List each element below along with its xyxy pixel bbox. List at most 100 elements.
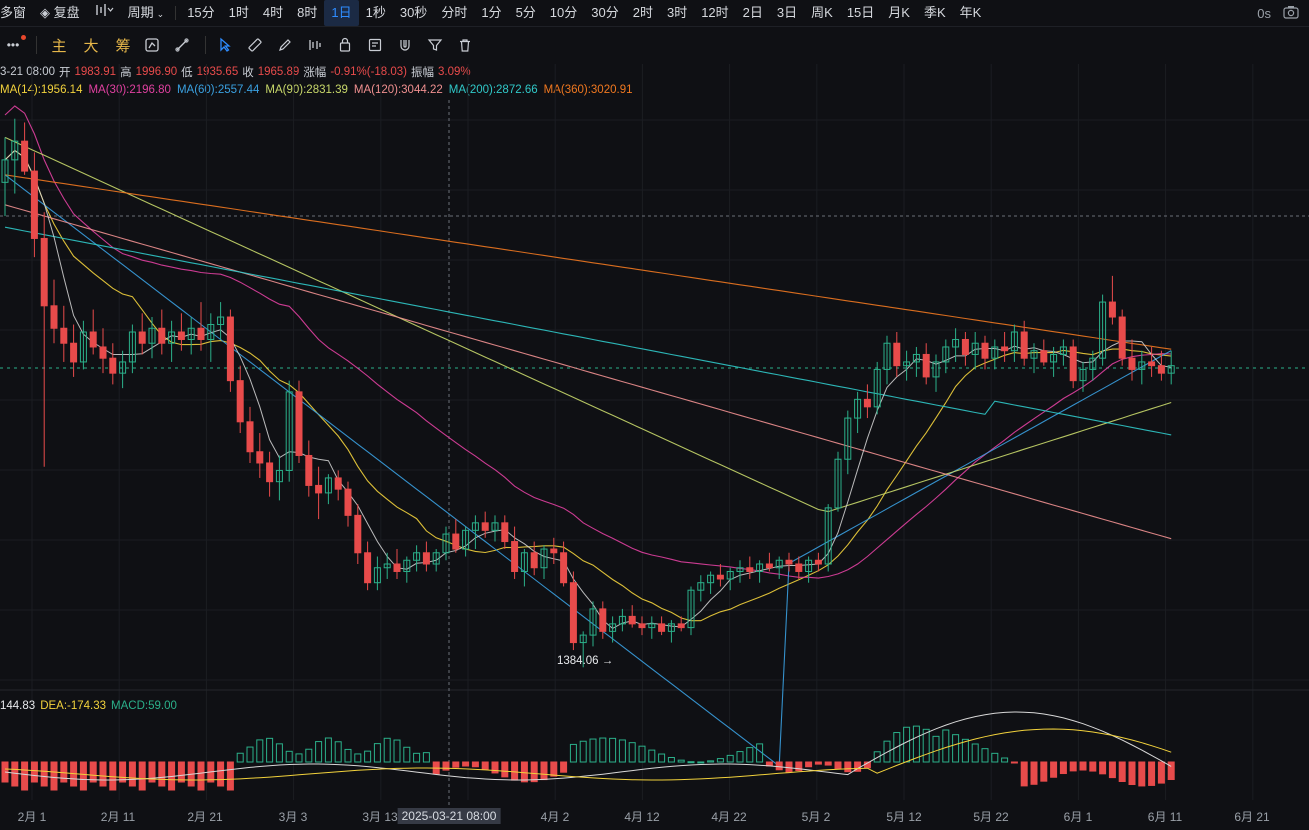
candle-body bbox=[1050, 353, 1058, 363]
camera-icon[interactable] bbox=[1283, 5, 1299, 22]
macd-bar bbox=[344, 748, 352, 763]
candle-body bbox=[217, 316, 225, 326]
period-tab-16[interactable]: 2时 bbox=[632, 5, 653, 20]
candle-body bbox=[511, 541, 519, 572]
change-value: -0.91%(-18.03) bbox=[330, 66, 408, 78]
crosshair-date-label: 2025-03-21 08:00 bbox=[397, 808, 501, 824]
macd-bar bbox=[413, 752, 421, 763]
candle-body bbox=[393, 563, 401, 572]
candle-style-icon[interactable] bbox=[87, 0, 121, 26]
period-tab-7[interactable]: 8时 bbox=[297, 5, 318, 20]
ma-legend-item: MA(200):2872.66 bbox=[448, 84, 538, 96]
chip-distribution-button[interactable]: 筹 bbox=[115, 37, 131, 55]
magnet-tool-icon[interactable] bbox=[392, 32, 418, 58]
candle-body bbox=[805, 559, 813, 572]
candle-body bbox=[991, 346, 999, 359]
period-tab-15[interactable]: 30分 bbox=[591, 5, 619, 20]
candle-body bbox=[1010, 331, 1018, 352]
macd-bar bbox=[1059, 761, 1067, 775]
candle-body bbox=[1079, 368, 1087, 382]
candle-body bbox=[726, 570, 734, 580]
candle-body bbox=[736, 567, 744, 572]
candle-body bbox=[403, 559, 411, 572]
candle-body bbox=[128, 331, 136, 363]
macd-bar bbox=[452, 761, 460, 768]
big-order-button[interactable]: 大 bbox=[83, 37, 99, 55]
line-tool-icon[interactable] bbox=[169, 32, 195, 58]
note-tool-icon[interactable] bbox=[362, 32, 388, 58]
candle-body bbox=[903, 361, 911, 367]
indicator-settings-icon[interactable] bbox=[139, 32, 165, 58]
high-value: 1996.90 bbox=[135, 66, 178, 78]
period-tab-23[interactable]: 月K bbox=[888, 5, 910, 20]
main-indicator-button[interactable]: 主 bbox=[51, 37, 67, 55]
candle-body bbox=[716, 574, 724, 580]
period-tab-21[interactable]: 周K bbox=[811, 5, 833, 20]
macd-bar bbox=[844, 761, 852, 773]
replay-button[interactable]: ◈ 复盘 bbox=[40, 5, 80, 20]
multi-window-button[interactable]: 多窗 bbox=[0, 5, 27, 20]
candlestick-chart[interactable] bbox=[0, 0, 1309, 805]
macd-bar bbox=[177, 761, 185, 783]
ruler-tool-icon[interactable] bbox=[242, 32, 268, 58]
period-tab-6[interactable]: 4时 bbox=[262, 5, 284, 20]
macd-bar bbox=[1020, 761, 1028, 787]
macd-bar bbox=[1138, 761, 1146, 787]
candle-body bbox=[609, 623, 617, 632]
candle-body bbox=[315, 484, 323, 494]
period-tab-10[interactable]: 30秒 bbox=[399, 5, 428, 20]
macd-bar bbox=[707, 760, 715, 763]
macd-bar bbox=[775, 761, 783, 771]
period-tab-4[interactable]: 15分 bbox=[187, 5, 215, 20]
period-tab-25[interactable]: 年K bbox=[959, 5, 982, 20]
macd-bar bbox=[354, 753, 362, 763]
candle-body bbox=[60, 327, 68, 344]
candle-body bbox=[285, 391, 293, 471]
macd-bar bbox=[471, 761, 479, 768]
cursor-tool-icon[interactable] bbox=[212, 32, 238, 58]
trash-icon[interactable] bbox=[452, 32, 478, 58]
macd-bar bbox=[834, 761, 842, 770]
ma-line-60 bbox=[4, 174, 1172, 768]
macd-bar bbox=[971, 743, 979, 763]
period-tab-19[interactable]: 2日 bbox=[742, 5, 763, 20]
x-tick-label: 6月 11 bbox=[1147, 810, 1183, 824]
period-tab-12[interactable]: 1分 bbox=[481, 5, 502, 20]
period-tab-22[interactable]: 15日 bbox=[846, 5, 875, 20]
x-tick-label: 4月 22 bbox=[711, 810, 747, 824]
candle-body bbox=[89, 331, 97, 348]
macd-bar bbox=[893, 732, 901, 763]
macd-bar bbox=[981, 748, 989, 763]
period-tab-5[interactable]: 1时 bbox=[228, 5, 249, 20]
period-tab-18[interactable]: 12时 bbox=[701, 5, 729, 20]
filter-tool-icon[interactable] bbox=[422, 32, 448, 58]
candle-body bbox=[707, 574, 715, 584]
pen-tool-icon[interactable] bbox=[272, 32, 298, 58]
period-tab-20[interactable]: 3日 bbox=[776, 5, 798, 20]
macd-bar bbox=[393, 739, 401, 763]
ohlc-date: 3-21 08:00 bbox=[0, 66, 55, 78]
macd-legend-item: DEA:-174.33 bbox=[40, 700, 107, 712]
period-tab-24[interactable]: 季K bbox=[923, 5, 946, 20]
macd-bar bbox=[1099, 761, 1107, 775]
period-tab-17[interactable]: 3时 bbox=[666, 5, 688, 20]
period-tab-13[interactable]: 5分 bbox=[515, 5, 536, 20]
macd-bar bbox=[599, 737, 607, 763]
candle-body bbox=[1059, 346, 1067, 355]
candle-body bbox=[922, 353, 930, 378]
pattern-tool-icon[interactable] bbox=[302, 32, 328, 58]
period-tab-14[interactable]: 10分 bbox=[549, 5, 578, 20]
macd-bar bbox=[11, 761, 19, 787]
candle-body bbox=[1157, 365, 1165, 374]
period-menu-button[interactable]: 周期 ⌄ bbox=[127, 5, 165, 20]
toolbar-divider bbox=[36, 36, 37, 54]
period-tab-8[interactable]: 1日 bbox=[324, 0, 359, 26]
period-tab-11[interactable]: 分时 bbox=[441, 5, 468, 20]
period-tab-9[interactable]: 1秒 bbox=[365, 5, 386, 20]
more-icon[interactable]: ••• bbox=[0, 32, 26, 58]
candle-body bbox=[1138, 361, 1146, 370]
candle-body bbox=[383, 563, 391, 569]
candle-body bbox=[119, 361, 127, 374]
candle-body bbox=[550, 548, 558, 554]
lock-tool-icon[interactable] bbox=[332, 32, 358, 58]
